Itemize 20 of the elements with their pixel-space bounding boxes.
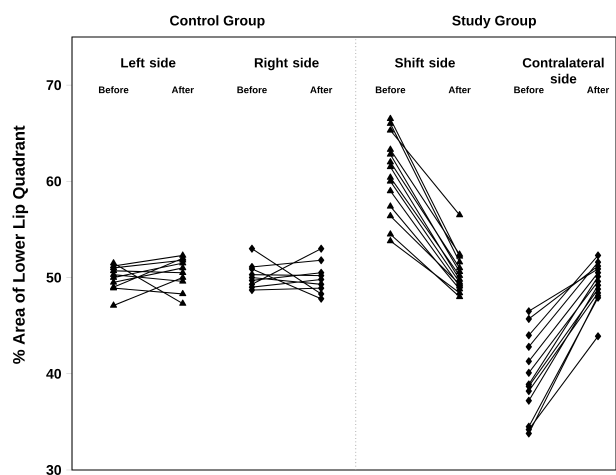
y-tick-label: 70 <box>46 80 62 90</box>
y-axis-title: % Area of Lower Lip Quadrant <box>12 126 28 364</box>
y-tick-label: 60 <box>46 176 62 186</box>
x-tick-label: After <box>310 86 332 94</box>
x-tick-label: After <box>448 86 471 94</box>
y-tick-label: 30 <box>46 465 62 475</box>
annotation: Contralateral side <box>522 58 604 84</box>
x-tick-label: After <box>172 86 194 94</box>
annotation: Left side <box>121 58 176 68</box>
x-tick-label: Before <box>237 86 267 94</box>
x-tick-label: Before <box>376 86 406 94</box>
annotation: Shift side <box>394 58 455 68</box>
text: Study Group <box>452 15 536 28</box>
y-tick-label: 40 <box>46 368 62 379</box>
y-tick-label: 50 <box>46 272 62 283</box>
x-tick-label: Before <box>98 86 128 94</box>
text: Control Group <box>170 15 265 28</box>
x-tick-label: After <box>587 86 610 94</box>
annotation: Right side <box>254 58 319 70</box>
x-tick-label: Before <box>514 86 544 94</box>
